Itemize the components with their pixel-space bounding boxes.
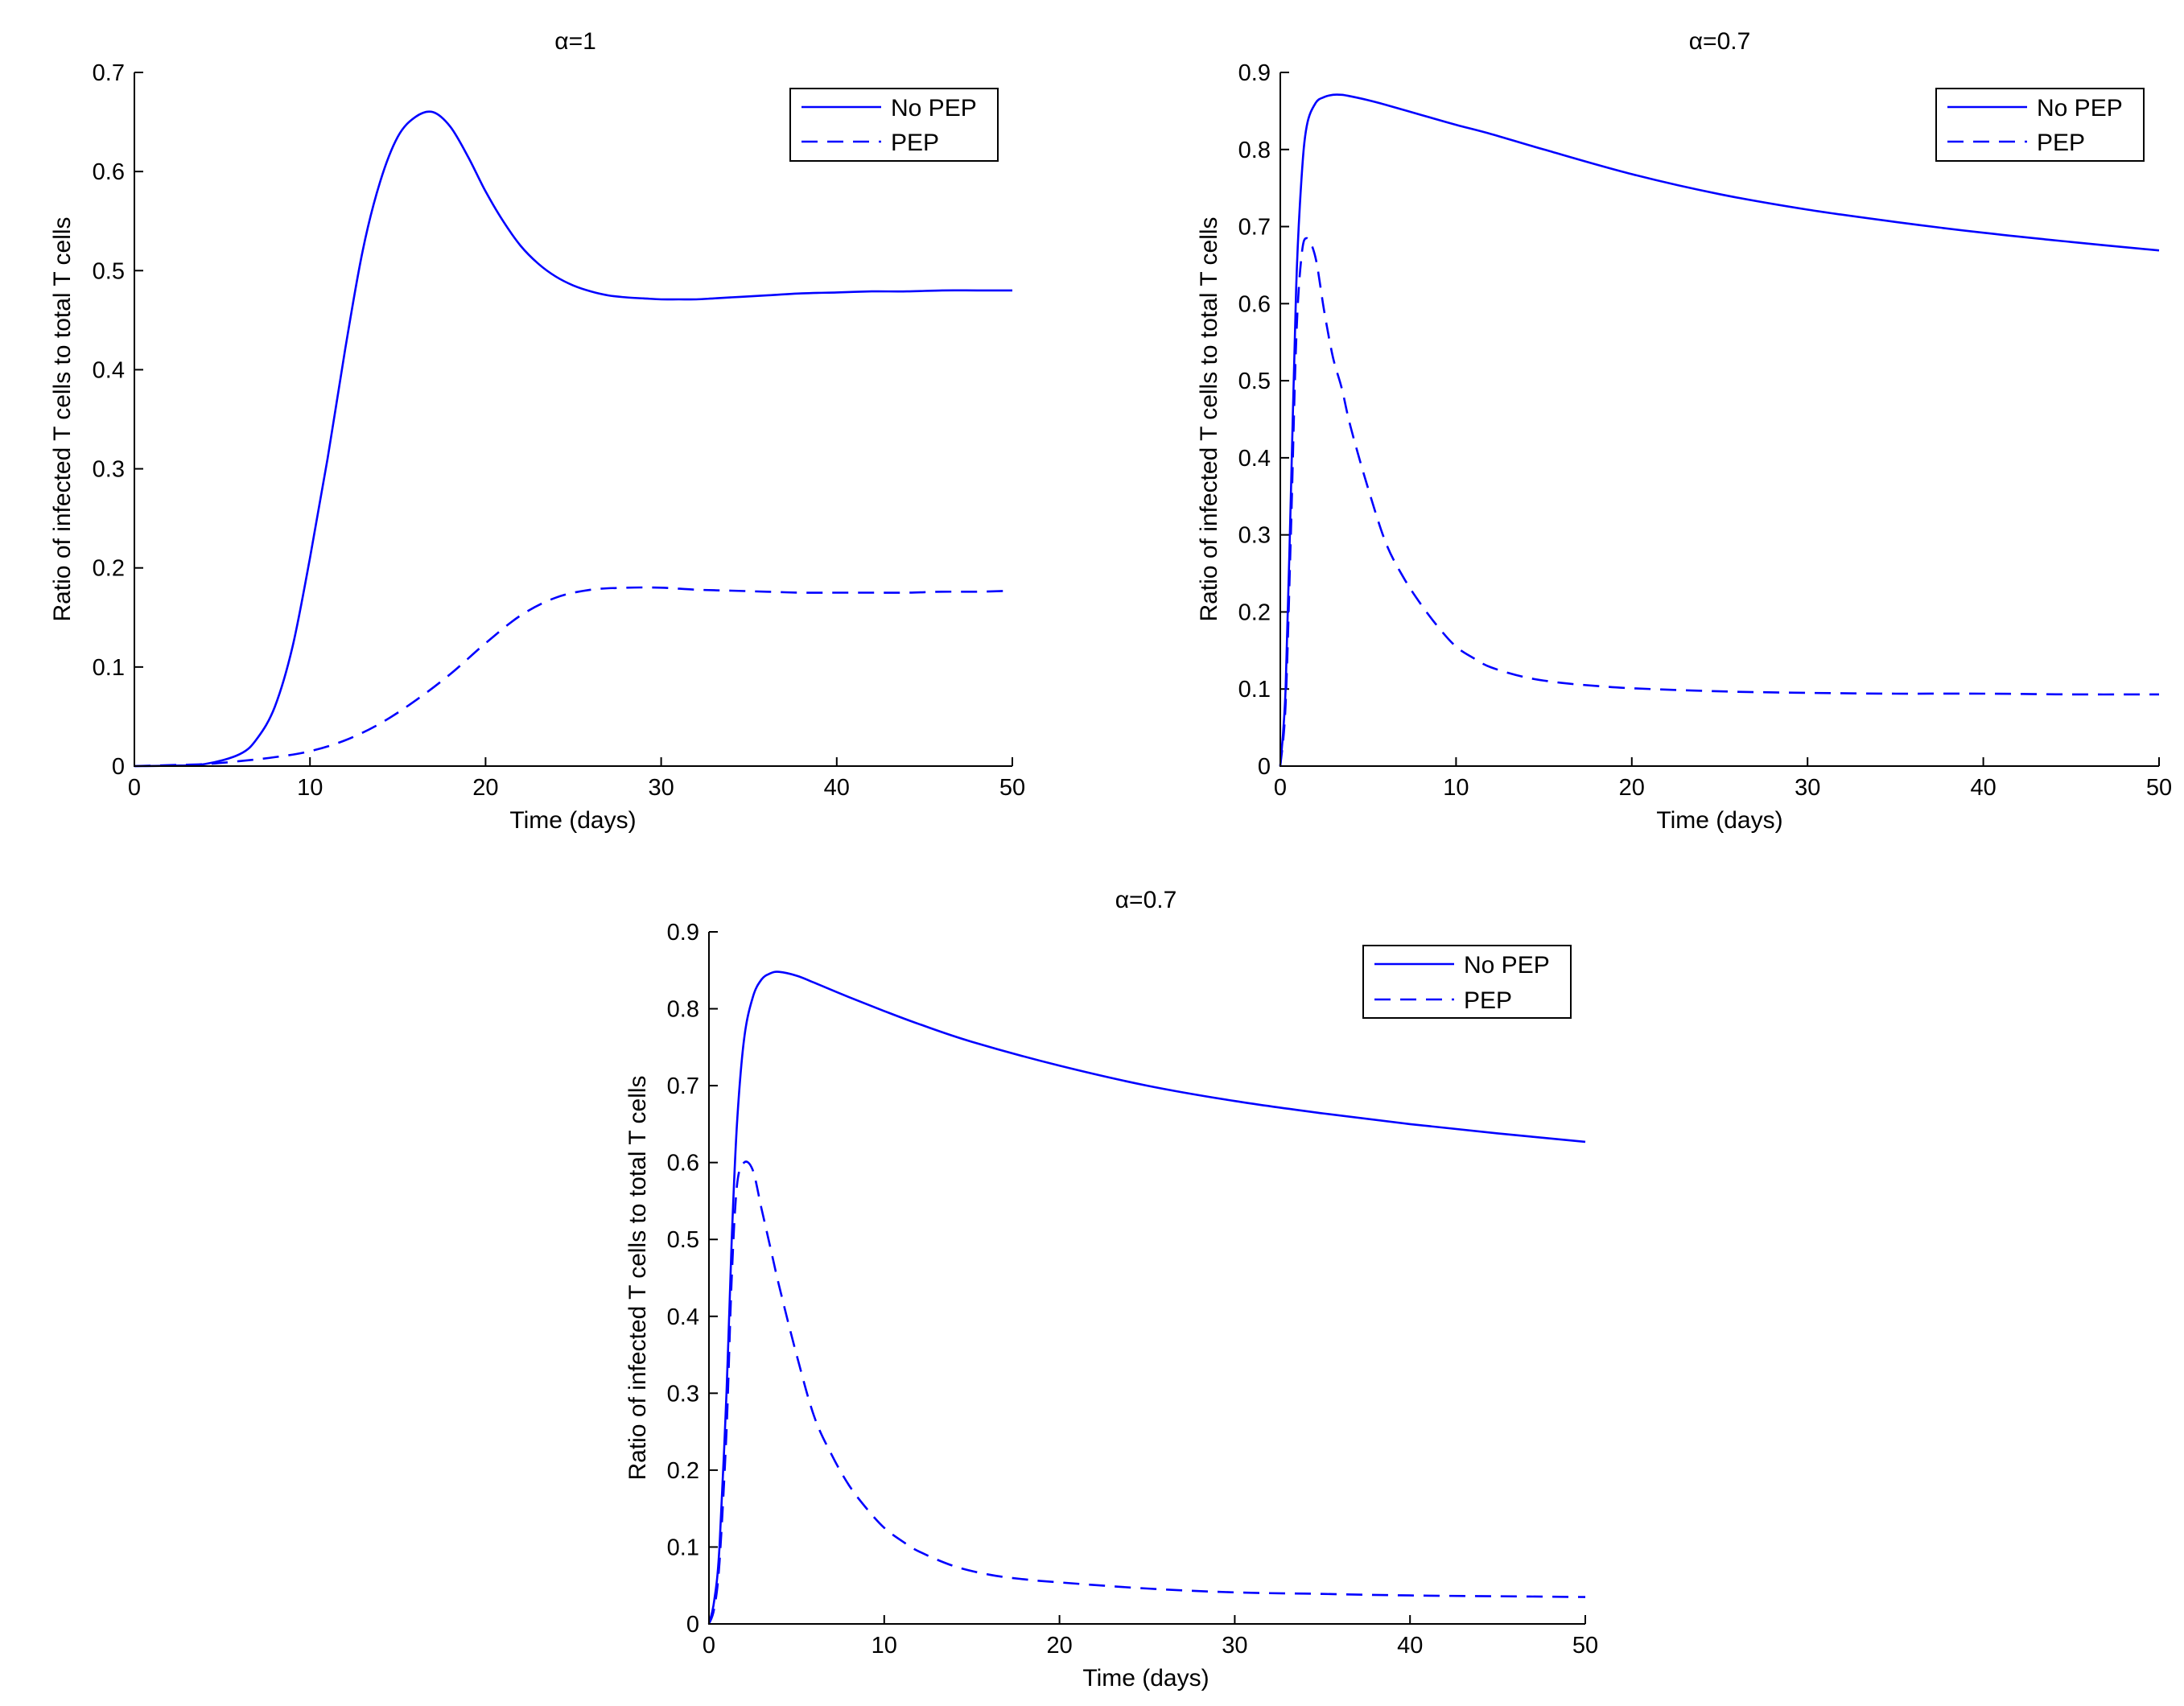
x-tick-label: 30 [1222,1633,1247,1659]
x-axis-label: Time (days) [1656,807,1782,834]
chart-title: α=0.7 [1115,887,1177,913]
y-tick-label: 0.7 [667,1073,699,1099]
y-tick-label: 0.1 [667,1535,699,1560]
series-line-pep [1279,237,2160,767]
legend-label-pep: PEP [891,130,939,156]
x-tick-label: 20 [1619,775,1645,801]
tick-group: 0 10 20 30 40 50 0 0.1 0.2 0.3 0.4 0.5 0.6 0.7 [93,60,1025,801]
legend-label-pep: PEP [2037,130,2085,156]
x-tick-label: 0 [703,1633,715,1659]
x-tick-label: 40 [824,775,850,801]
y-axis-label: Ratio of infected T cells to total T cel… [624,1075,651,1480]
y-tick-label: 0.3 [667,1381,699,1407]
axes-frame [708,932,1585,1625]
legend: No PEP PEP [1362,945,1572,1019]
legend-label-pep: PEP [1464,987,1512,1014]
x-tick-label: 30 [1795,775,1820,801]
series-line-pep [134,586,1013,768]
legend: No PEP PEP [789,88,999,162]
x-tick-label: 50 [1572,1633,1598,1659]
y-tick-label: 0.1 [93,655,125,681]
y-tick-label: 0.2 [1238,600,1271,625]
y-tick-label: 0.4 [667,1304,699,1330]
chart-panel-1: α=1 0 10 20 30 40 50 0 0.1 0.2 0.3 0.4 0.5 0.6 0.7 Ti… [49,28,1025,834]
x-axis-label: Time (days) [1082,1665,1209,1692]
series-line-no-pep [134,110,1012,768]
y-tick-label: 0 [686,1612,699,1638]
series-group [1279,93,2160,767]
chart-title: α=0.7 [1689,28,1751,55]
series-line-no-pep [707,970,1586,1625]
legend-box [1362,945,1572,1019]
y-axis-label: Ratio of infected T cells to total T cel… [1196,216,1222,621]
x-tick-label: 10 [1443,775,1469,801]
x-axis-label: Time (days) [509,807,636,834]
axes-frame [134,72,1012,767]
y-tick-label: 0.8 [667,997,699,1023]
y-tick-label: 0.3 [1238,523,1271,549]
x-tick-label: 50 [999,775,1025,801]
series-group [134,110,1013,768]
x-tick-label: 10 [872,1633,897,1659]
x-tick-label: 10 [297,775,323,801]
x-tick-label: 20 [472,775,498,801]
y-tick-label: 0.7 [1238,215,1271,241]
y-tick-label: 0.3 [93,457,125,483]
y-tick-label: 0 [1258,754,1271,780]
y-tick-label: 0.1 [1238,677,1271,703]
x-tick-label: 50 [2146,775,2172,801]
y-tick-label: 0.9 [667,920,699,946]
x-tick-label: 30 [648,775,674,801]
y-tick-label: 0.4 [93,357,125,383]
tick-group: 0 10 20 30 40 50 0 0.1 0.2 0.3 0.4 0.5 0.6 0.7 0.8 0.9 [1238,60,2172,801]
chart-panel-3: α=0.7 0 10 20 30 40 5000.10.20.30.40.50.60.70… [624,887,1598,1692]
series-group [707,970,1586,1625]
y-tick-label: 0.4 [1238,446,1271,472]
x-tick-label: 40 [1970,775,1996,801]
y-tick-label: 0.9 [1238,60,1271,86]
y-tick-label: 0.6 [667,1151,699,1176]
legend-label-no-pep: No PEP [1464,952,1550,979]
y-tick-label: 0.6 [1238,291,1271,317]
axes-frame [1279,72,2159,767]
legend-box [1935,88,2145,162]
y-axis-label: Ratio of infected T cells to total T cel… [49,216,76,621]
y-tick-label: 0 [112,754,125,780]
x-tick-label: 0 [128,775,141,801]
legend-box [789,88,999,162]
y-tick-label: 0.2 [667,1458,699,1484]
y-tick-label: 0.5 [1238,369,1271,394]
tick-group: 0 10 20 30 40 50 0 0.1 0.2 0.3 0.4 0.5 0.6 0.7 0.8 0.9 [667,920,1598,1659]
chart-panel-2: α=0.7 0 10 20 30 40 5000.10.20.30.40.50.60.70… [1196,28,2172,834]
legend: No PEP PEP [1935,88,2145,162]
x-tick-label: 20 [1046,1633,1072,1659]
series-line-pep [707,1160,1586,1625]
y-tick-label: 0.7 [93,60,125,86]
y-tick-label: 0.5 [667,1227,699,1253]
x-tick-label: 40 [1397,1633,1423,1659]
y-tick-label: 0.2 [93,556,125,582]
y-tick-label: 0.5 [93,258,125,284]
x-tick-label: 0 [1274,775,1287,801]
legend-label-no-pep: No PEP [891,95,977,122]
y-tick-label: 0.6 [93,159,125,185]
y-tick-label: 0.8 [1238,138,1271,163]
chart-title: α=1 [554,28,596,55]
legend-label-no-pep: No PEP [2037,95,2123,122]
series-line-no-pep [1279,93,2160,767]
